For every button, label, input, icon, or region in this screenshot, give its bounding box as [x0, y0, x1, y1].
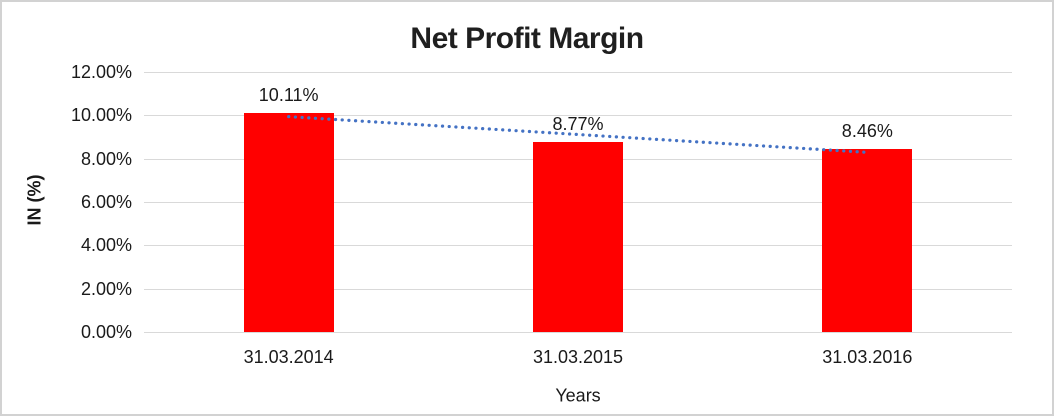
bar: [533, 141, 623, 332]
y-tick-label: 10.00%: [70, 105, 132, 126]
x-axis-title: Years: [555, 385, 601, 406]
y-tick-label: 12.00%: [70, 62, 132, 82]
gridline: [144, 72, 1012, 73]
y-tick-label: 2.00%: [80, 278, 132, 299]
data-label: 8.46%: [841, 120, 893, 141]
chart-title: Net Profit Margin: [410, 22, 644, 55]
y-tick-label: 8.00%: [80, 148, 132, 169]
data-label: 8.77%: [552, 113, 604, 134]
y-tick-label: 4.00%: [80, 235, 132, 256]
y-tick-label: 0.00%: [80, 322, 132, 342]
gridline: [144, 332, 1012, 333]
x-tick-label: 31.03.2016: [822, 347, 913, 367]
y-tick-label: 6.00%: [80, 192, 132, 212]
data-label: 10.11%: [258, 84, 319, 105]
bar: [243, 112, 334, 332]
x-tick-label: 31.03.2014: [243, 347, 334, 367]
x-tick-label: 31.03.2015: [532, 347, 624, 367]
bar: [822, 148, 913, 332]
